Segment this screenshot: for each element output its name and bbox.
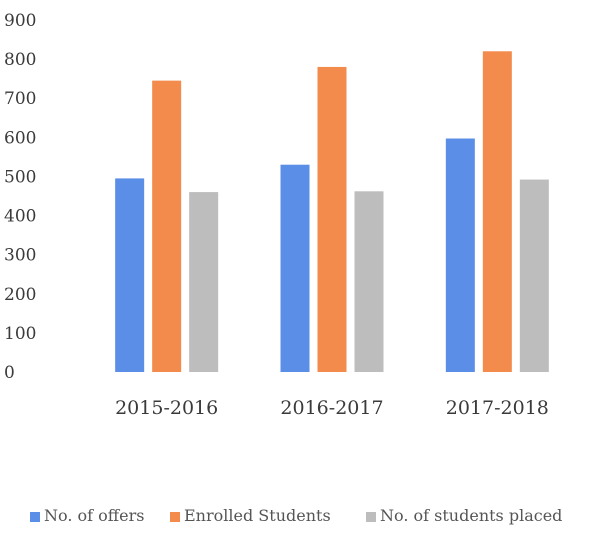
y-tick-label: 200 bbox=[4, 285, 36, 305]
y-tick-label: 700 bbox=[4, 89, 36, 109]
bar-no-of-offers-2015-2016 bbox=[115, 178, 145, 372]
legend-label: No. of students placed bbox=[380, 506, 562, 525]
legend: No. of offers Enrolled Students No. of stu… bbox=[30, 506, 562, 525]
y-tick-label: 500 bbox=[4, 167, 36, 187]
legend-swatch bbox=[170, 512, 180, 522]
bar-enrolled-students-2015-2016 bbox=[152, 80, 182, 372]
bar-no-of-students-placed-2017-2018 bbox=[519, 179, 549, 372]
y-tick-label: 300 bbox=[4, 246, 36, 266]
bar-enrolled-students-2017-2018 bbox=[482, 51, 512, 373]
x-category-label: 2017-2018 bbox=[446, 397, 549, 419]
y-tick-label: 800 bbox=[4, 50, 36, 70]
legend-label: Enrolled Students bbox=[184, 506, 331, 525]
y-axis: 0 100 200 300 400 500 600 700 800 900 bbox=[4, 11, 36, 383]
bar-no-of-offers-2016-2017 bbox=[280, 164, 310, 372]
legend-swatch bbox=[366, 512, 376, 522]
y-tick-label: 400 bbox=[4, 207, 36, 227]
y-tick-label: 100 bbox=[4, 324, 36, 344]
bar-no-of-offers-2017-2018 bbox=[445, 138, 475, 372]
legend-swatch bbox=[30, 512, 40, 522]
bar-enrolled-students-2016-2017 bbox=[317, 66, 347, 372]
y-tick-label: 900 bbox=[4, 11, 36, 31]
y-tick-label: 0 bbox=[4, 363, 15, 383]
bar-no-of-students-placed-2015-2016 bbox=[189, 192, 219, 372]
x-axis: 2015-2016 2016-2017 2017-2018 bbox=[115, 397, 549, 419]
bar-no-of-students-placed-2016-2017 bbox=[354, 191, 384, 372]
x-category-label: 2016-2017 bbox=[280, 397, 383, 419]
legend-label: No. of offers bbox=[44, 506, 145, 525]
y-tick-label: 600 bbox=[4, 128, 36, 148]
x-category-label: 2015-2016 bbox=[115, 397, 218, 419]
bars bbox=[115, 51, 549, 373]
